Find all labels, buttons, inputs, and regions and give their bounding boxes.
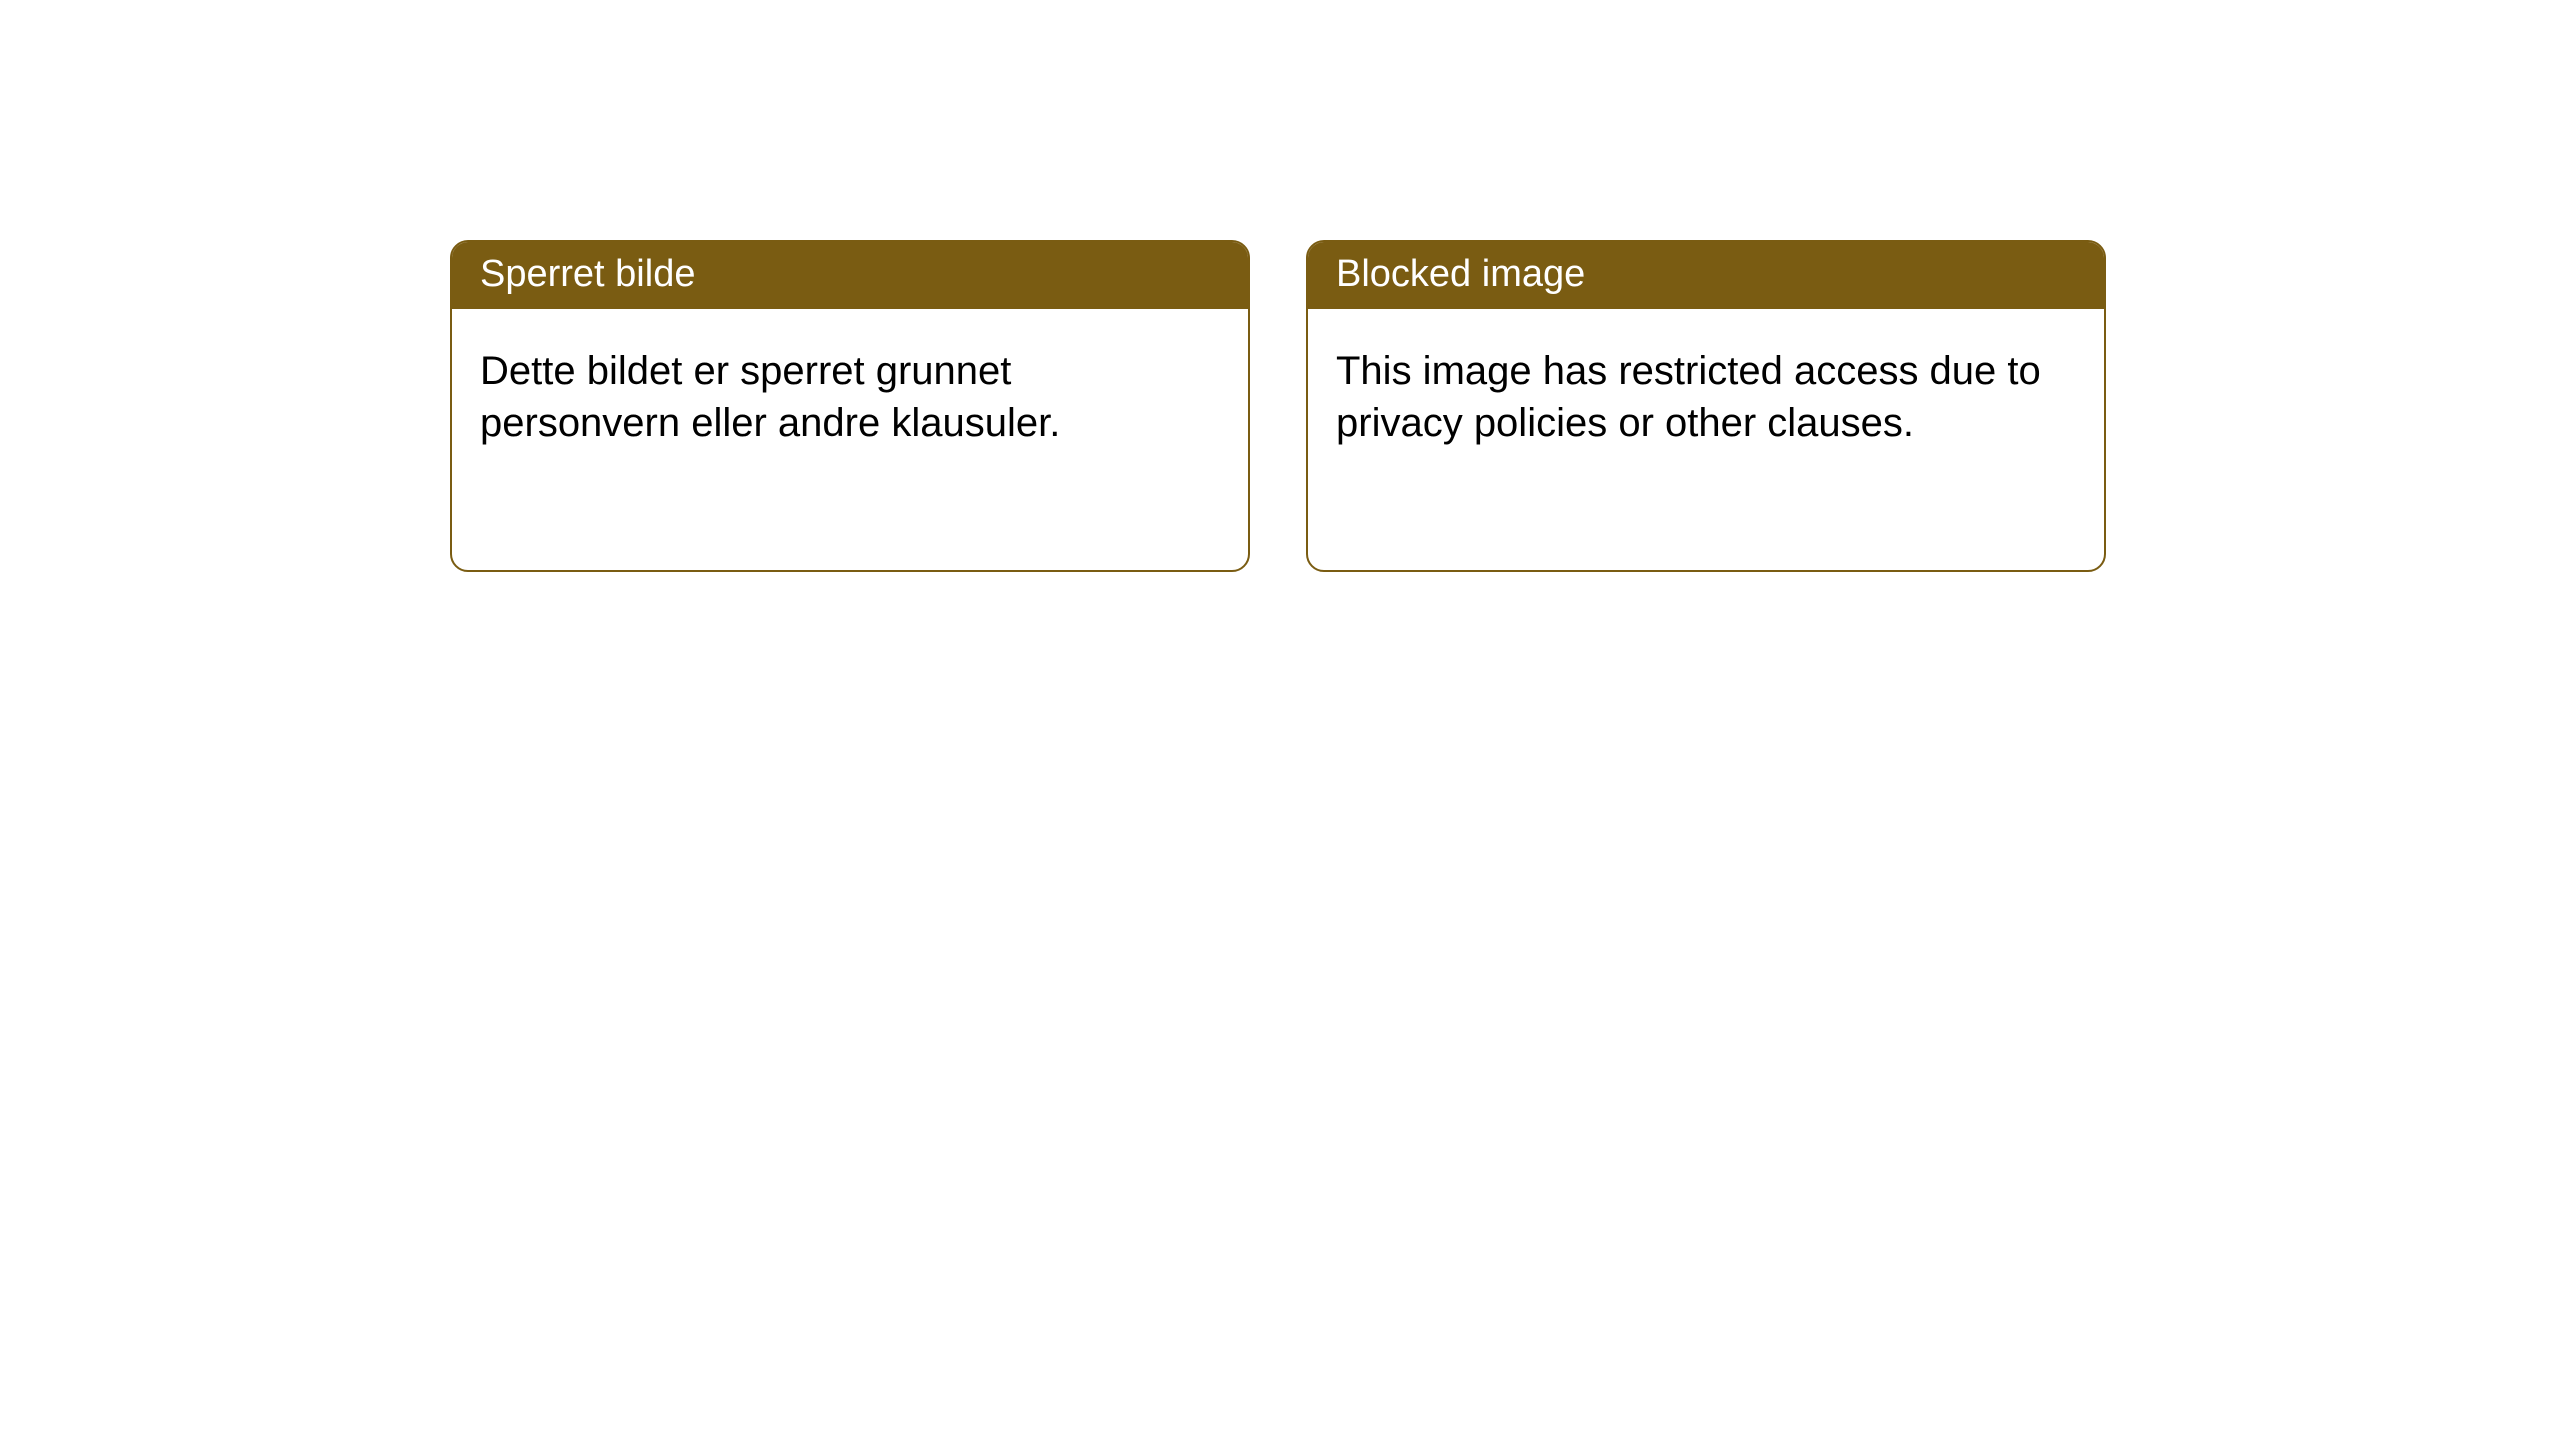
notice-header-norwegian: Sperret bilde (452, 242, 1248, 309)
notice-card-english: Blocked image This image has restricted … (1306, 240, 2106, 572)
notice-container: Sperret bilde Dette bildet er sperret gr… (0, 0, 2560, 572)
notice-body-norwegian: Dette bildet er sperret grunnet personve… (452, 309, 1248, 477)
notice-body-english: This image has restricted access due to … (1308, 309, 2104, 477)
notice-header-english: Blocked image (1308, 242, 2104, 309)
notice-card-norwegian: Sperret bilde Dette bildet er sperret gr… (450, 240, 1250, 572)
